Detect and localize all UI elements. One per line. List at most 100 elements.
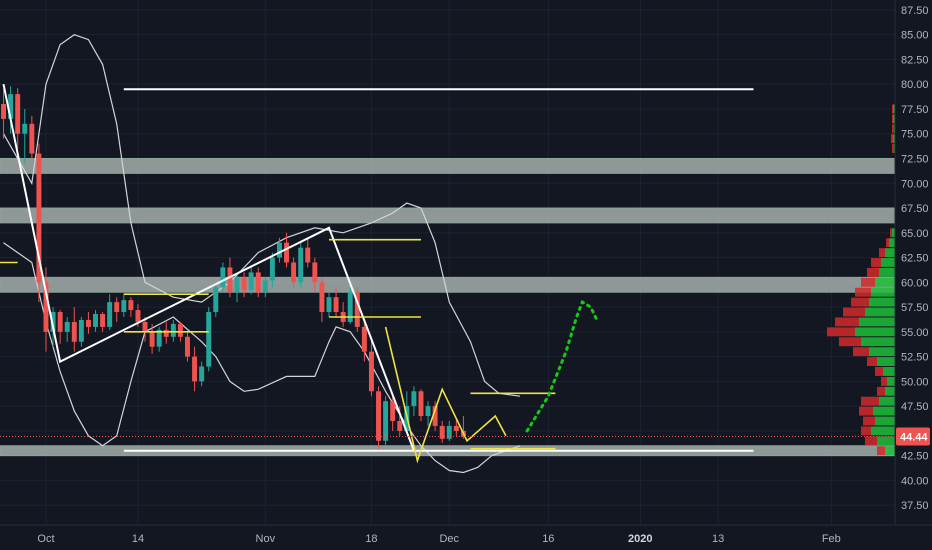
time-tick-label: 18 [365, 533, 377, 545]
candle-body [234, 277, 240, 293]
candle-body [36, 153, 42, 283]
candle-body [319, 282, 325, 313]
trend-line [2, 84, 415, 452]
candle-body [142, 321, 148, 332]
volume-profile-down [881, 376, 887, 386]
candle-body [347, 292, 353, 322]
candle-body [291, 262, 297, 283]
volume-profile-down [892, 104, 893, 114]
volume-profile-down [879, 248, 885, 258]
candle-body [368, 351, 374, 392]
price-axis-background [895, 0, 932, 550]
price-tick-label: 62.50 [901, 253, 929, 265]
price-tick-label: 72.50 [901, 153, 929, 165]
volume-profile [827, 104, 895, 456]
candle-body [15, 94, 21, 134]
price-tick-label: 87.50 [901, 5, 929, 17]
price-axis[interactable]: 37.5040.0042.5045.0047.5050.0052.5055.00… [894, 0, 932, 550]
candlestick-series [1, 86, 466, 451]
candle-body [262, 280, 268, 293]
volume-profile-down [835, 317, 859, 327]
candle-body [78, 319, 84, 342]
candle-body [453, 425, 459, 431]
volume-profile-up [861, 337, 895, 347]
candle-body [135, 310, 141, 322]
price-tick-label: 67.50 [901, 203, 929, 215]
candle-body [93, 314, 98, 327]
time-tick-label: 13 [712, 533, 724, 545]
volume-profile-down [867, 267, 879, 277]
candle-body [276, 242, 282, 258]
volume-profile-down [827, 327, 855, 337]
volume-profile-up [875, 277, 895, 287]
price-tick-label: 77.50 [901, 104, 929, 116]
yellow-level [384, 326, 507, 464]
volume-profile-down [886, 238, 889, 248]
volume-profile-down [863, 416, 875, 426]
candle-body [71, 321, 77, 342]
zone-band [0, 207, 896, 224]
candle-body [361, 326, 367, 352]
volume-profile-down [861, 426, 871, 436]
zone-band [0, 276, 896, 293]
price-tick-label: 37.50 [901, 500, 929, 512]
volume-profile-down [867, 357, 877, 367]
candle-body [107, 302, 113, 327]
volume-profile-down [855, 287, 871, 297]
candle-body [432, 406, 438, 426]
volume-profile-up [885, 248, 895, 258]
volume-profile-down [853, 347, 869, 357]
volume-profile-up [877, 357, 895, 367]
volume-profile-up [855, 327, 895, 337]
time-tick-label: 14 [132, 533, 144, 545]
candle-body [22, 123, 28, 134]
volume-profile-up [889, 238, 895, 248]
volume-profile-up [887, 376, 895, 386]
time-axis[interactable]: Oct 14 Nov 18 Dec 16 2020 13 Feb [0, 524, 932, 550]
candle-body [248, 272, 254, 291]
candle-body [425, 406, 431, 417]
candle-body [170, 323, 176, 337]
price-tick-label: 42.50 [901, 451, 929, 463]
price-tick-label: 70.00 [901, 178, 929, 190]
time-tick-label: Dec [439, 533, 459, 545]
candle-body [390, 401, 396, 421]
candle-body [376, 391, 381, 441]
candle-body [163, 329, 169, 337]
candle-body [114, 302, 120, 313]
volume-profile-up [883, 367, 895, 376]
price-tick-label: 82.50 [901, 54, 929, 66]
price-tick-label: 80.00 [901, 79, 929, 91]
time-tick-label: Oct [37, 533, 54, 545]
bollinger-upper [2, 34, 521, 397]
price-tick-label: 60.00 [901, 277, 929, 289]
candle-body [411, 391, 417, 407]
candle-body [305, 247, 311, 263]
price-tick-label: 85.00 [901, 30, 929, 42]
volume-profile-up [859, 317, 895, 327]
candle-body [121, 300, 127, 313]
candle-body [269, 257, 275, 281]
candle-body [85, 319, 91, 327]
candle-body [185, 336, 190, 357]
candle-body [199, 366, 205, 382]
candle-body [177, 323, 183, 337]
candle-body [241, 277, 247, 291]
price-tick-label: 75.00 [901, 129, 929, 141]
candle-body [298, 247, 304, 283]
time-tick-label: Nov [256, 533, 276, 545]
candle-body [312, 262, 318, 283]
volume-profile-up [885, 446, 895, 456]
candle-body [418, 391, 424, 417]
candle-body [1, 104, 7, 119]
price-tick-label: 65.00 [901, 228, 929, 240]
candle-body [446, 425, 452, 439]
bollinger-lower [3, 242, 521, 474]
candle-body [227, 267, 233, 293]
volume-profile-down [877, 446, 885, 456]
candle-body [284, 242, 290, 263]
volume-profile-up [873, 406, 895, 416]
candle-body [57, 312, 63, 332]
volume-profile-down [859, 406, 873, 416]
